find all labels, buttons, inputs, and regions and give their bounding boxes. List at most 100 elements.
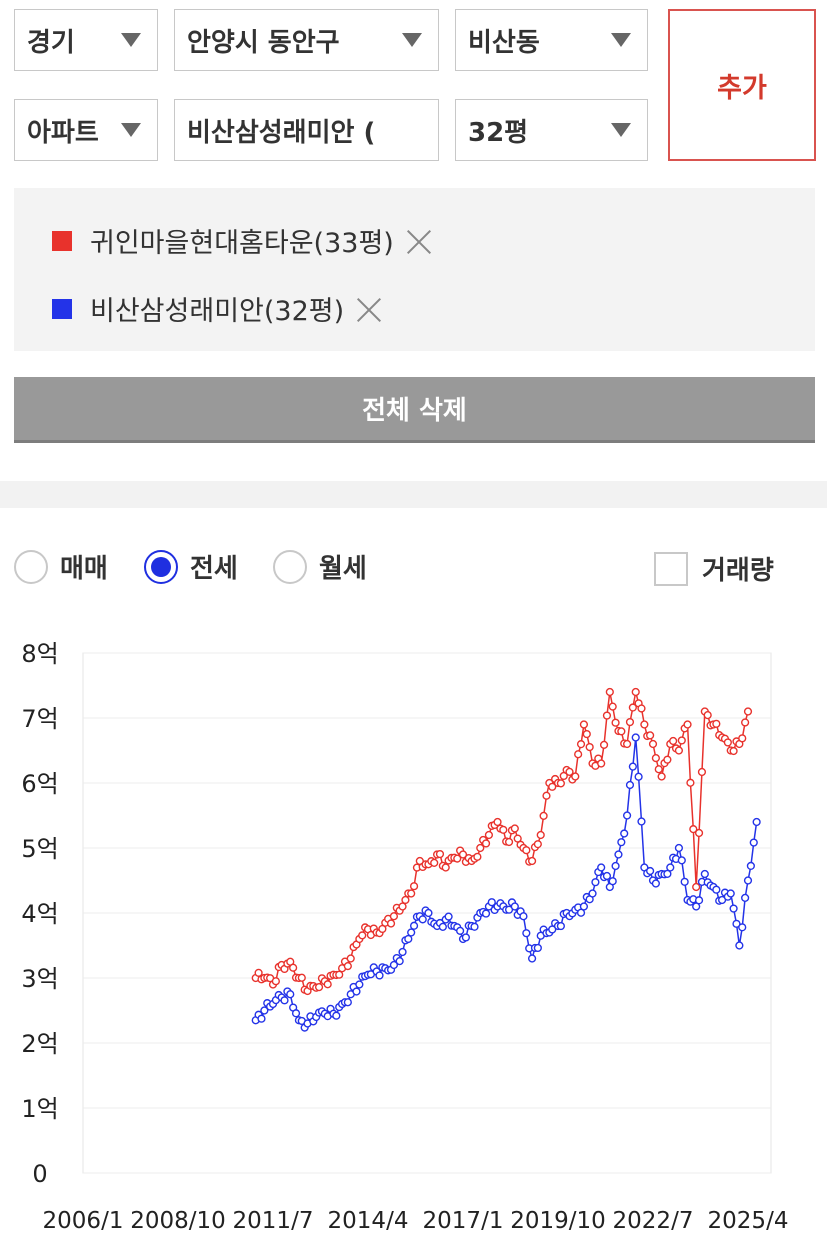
radio-jeonse[interactable]: 전세: [144, 548, 238, 585]
data-point: [631, 687, 640, 697]
data-point: [519, 912, 528, 921]
data-point: [743, 707, 753, 716]
y-tick-label: 1억: [21, 1095, 58, 1123]
compare-item: 귀인마을현대홈타운(33평): [52, 221, 434, 260]
data-point: [746, 861, 755, 871]
data-point: [677, 856, 686, 865]
data-point: [398, 947, 407, 957]
data-point: [314, 983, 324, 992]
data-point: [694, 828, 704, 838]
data-point: [343, 998, 352, 1007]
data-point: [260, 1006, 269, 1015]
city-select-value: 안양시 동안구: [187, 27, 340, 58]
dong-select-value: 비산동: [468, 27, 540, 58]
complex-select-value: 비산삼성래미안 (: [187, 117, 376, 148]
complex-select[interactable]: 비산삼성래미안 (: [174, 99, 439, 161]
compare-list: 귀인마을현대홈타운(33평) 비산삼성래미안(32평): [14, 188, 815, 351]
data-point: [323, 980, 332, 989]
data-point: [628, 703, 637, 712]
data-point: [683, 720, 692, 729]
data-point: [539, 811, 548, 820]
data-point: [729, 904, 738, 913]
x-tick-label: 2008/10: [130, 1208, 226, 1234]
data-point: [542, 791, 551, 800]
data-point: [617, 727, 626, 736]
data-point: [674, 843, 684, 853]
data-point: [352, 987, 361, 996]
data-point: [738, 734, 747, 743]
add-button[interactable]: 추가: [668, 9, 816, 161]
region-select[interactable]: 경기: [14, 9, 158, 71]
data-point: [565, 767, 574, 776]
data-point: [663, 869, 672, 878]
x-tick-label: 2014/4: [328, 1208, 409, 1234]
size-select[interactable]: 32평: [455, 99, 648, 161]
data-point: [637, 704, 646, 713]
data-point: [476, 843, 485, 853]
data-point: [527, 856, 537, 866]
data-point: [735, 941, 744, 950]
data-point: [335, 970, 344, 979]
data-point: [576, 740, 586, 749]
data-point: [620, 829, 629, 838]
x-tick-label: 2025/4: [708, 1208, 789, 1234]
data-point: [646, 866, 655, 876]
radio-label: 월세: [319, 554, 367, 584]
radio-sale[interactable]: 매매: [14, 548, 108, 585]
data-point: [585, 742, 594, 752]
data-point: [597, 863, 606, 872]
data-point: [289, 963, 298, 972]
data-point: [481, 909, 491, 918]
data-point: [574, 750, 583, 759]
radio-label: 매매: [60, 554, 108, 584]
dong-select[interactable]: 비산동: [455, 9, 648, 71]
data-point: [418, 915, 427, 924]
x-tick-label: 2022/7: [613, 1208, 694, 1234]
delete-all-button[interactable]: 전체 삭제: [14, 377, 815, 443]
data-point: [634, 772, 643, 781]
chevron-down-icon: [611, 123, 631, 137]
data-point: [522, 929, 531, 938]
close-icon[interactable]: [404, 226, 434, 256]
city-select[interactable]: 안양시 동안구: [174, 9, 439, 71]
radio-monthly-rent[interactable]: 월세: [273, 548, 367, 585]
data-point: [556, 921, 565, 931]
data-point: [409, 921, 419, 930]
data-point: [712, 719, 721, 728]
data-point: [680, 877, 689, 886]
x-tick-label: 2017/1: [423, 1208, 504, 1234]
data-point: [741, 718, 750, 727]
data-point: [602, 711, 612, 720]
data-point: [435, 849, 445, 859]
data-point: [614, 850, 623, 859]
data-point: [738, 923, 747, 932]
legend-swatch-red: [52, 230, 72, 251]
data-point: [271, 977, 280, 986]
compare-item-label: 귀인마을현대홈타운(33평): [90, 228, 394, 259]
type-select[interactable]: 아파트: [14, 99, 158, 161]
data-point: [602, 871, 612, 881]
data-point: [637, 817, 646, 826]
data-point: [291, 1009, 301, 1018]
volume-checkbox[interactable]: 거래량: [654, 550, 774, 587]
data-point: [741, 893, 750, 902]
data-point: [605, 687, 614, 697]
data-point: [297, 973, 306, 982]
data-point: [579, 902, 589, 911]
data-point: [646, 731, 655, 740]
data-point: [254, 968, 263, 977]
radio-circle: [144, 549, 178, 584]
y-tick-label: 2억: [21, 1030, 58, 1058]
data-point: [343, 962, 352, 971]
data-point: [461, 933, 470, 942]
data-point: [533, 943, 542, 953]
data-point: [579, 720, 589, 729]
compare-item-label: 비산삼성래미안(32평): [90, 296, 345, 327]
data-point: [510, 902, 519, 911]
data-point: [395, 957, 404, 966]
data-point: [484, 830, 494, 840]
chevron-down-icon: [121, 33, 141, 47]
data-point: [622, 811, 632, 820]
close-icon[interactable]: [354, 294, 384, 324]
data-point: [752, 817, 761, 827]
